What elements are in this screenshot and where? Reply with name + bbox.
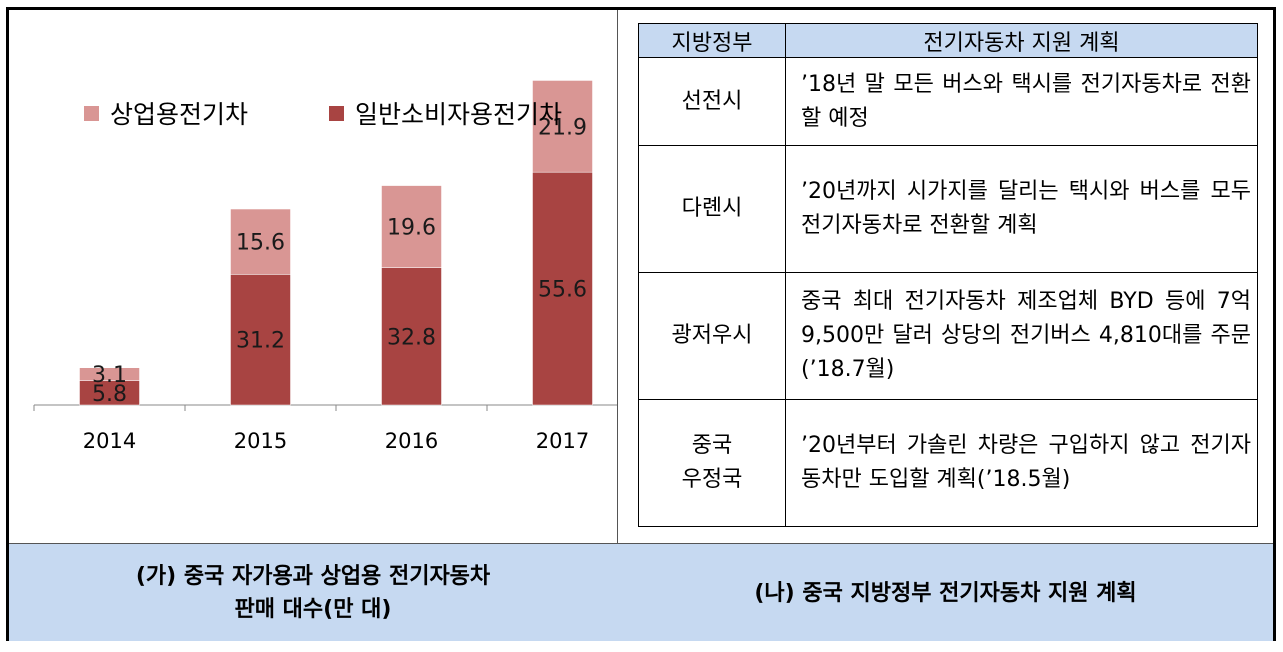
x-tick-label: 2016 xyxy=(385,429,438,453)
bar-commercial xyxy=(532,80,593,173)
table-row: 광저우시 중국 최대 전기자동차 제조업체 BYD 등에 7억 9,500만 달… xyxy=(638,272,1258,400)
table-row: 선전시 ’18년 말 모든 버스와 택시를 전기자동차로 전환할 예정 xyxy=(638,57,1258,146)
x-tick-label: 2017 xyxy=(536,429,589,453)
figure-frame: 5.8 3.1 2014 31.2 15.6 2015 32.8 19.6 2016 55.6 21… xyxy=(6,7,1276,641)
city-cell: 다롄시 xyxy=(638,145,786,273)
table-row: 다롄시 ’20년까지 시가지를 달리는 택시와 버스를 모두 전기자동차로 전환… xyxy=(638,145,1258,273)
bar-private xyxy=(79,380,140,406)
city-name: 중국 xyxy=(691,433,733,458)
caption-row: (가) 중국 자가용과 상업용 전기자동차 판매 대수(만 대) (나) 중국 … xyxy=(9,543,1273,641)
panel-divider xyxy=(617,10,618,638)
data-label: 3.1 xyxy=(92,363,127,388)
legend-swatch xyxy=(84,106,99,121)
plan-cell: ’20년까지 시가지를 달리는 택시와 버스를 모두 전기자동차로 전환할 계획 xyxy=(785,145,1258,273)
plan-cell: ’18년 말 모든 버스와 택시를 전기자동차로 전환할 예정 xyxy=(785,57,1258,146)
bar-commercial xyxy=(381,185,442,268)
x-tick-label: 2015 xyxy=(234,429,287,453)
bar-commercial xyxy=(79,367,140,381)
city-cell: 선전시 xyxy=(638,57,786,146)
table-header-row: 지방정부 전기자동차 지원 계획 xyxy=(638,23,1258,58)
legend-label: 상업용전기차 xyxy=(110,100,248,129)
stacked-bar-chart: 5.83.1 2014 31.2 15.6 2015 32.8 19.6 2016 55.6 21… xyxy=(33,80,617,453)
city-cell: 광저우시 xyxy=(638,272,786,400)
plan-cell: ’20년부터 가솔린 차량은 구입하지 않고 전기자동차만 도입할 계획(’18… xyxy=(785,399,1258,527)
legend-label: 일반소비자용전기차 xyxy=(355,100,562,129)
bar-private xyxy=(381,267,442,406)
city-cell: 중국 우정국 xyxy=(638,399,786,527)
left-caption: (가) 중국 자가용과 상업용 전기자동차 판매 대수(만 대) xyxy=(9,544,617,642)
data-label: 5.8 xyxy=(92,382,127,407)
support-plan-table: 지방정부 전기자동차 지원 계획 선전시 ’18년 말 모든 버스와 택시를 전… xyxy=(638,23,1258,527)
left-caption-line2: 판매 대수(만 대) xyxy=(234,597,392,622)
data-label: 19.6 xyxy=(387,216,436,241)
data-label: 32.8 xyxy=(387,325,436,350)
bar-private xyxy=(532,171,593,406)
right-caption: (나) 중국 지방정부 전기자동차 지원 계획 xyxy=(754,580,1137,606)
bar-commercial xyxy=(230,208,291,275)
data-label: 31.2 xyxy=(236,329,285,354)
header-government: 지방정부 xyxy=(638,23,786,58)
table-row: 중국 우정국 ’20년부터 가솔린 차량은 구입하지 않고 전기자동차만 도입할… xyxy=(638,399,1258,527)
city-name: 광저우시 xyxy=(671,323,753,348)
legend-swatch xyxy=(329,106,344,121)
x-tick-label: 2014 xyxy=(83,429,136,453)
data-label: 21.9 xyxy=(538,115,587,140)
bar-private xyxy=(230,274,291,406)
data-label: 55.6 xyxy=(538,278,587,303)
plan-cell: 중국 최대 전기자동차 제조업체 BYD 등에 7억 9,500만 달러 상당의… xyxy=(785,272,1258,400)
city-name: 다롄시 xyxy=(681,196,743,221)
left-caption-line1: (가) 중국 자가용과 상업용 전기자동차 xyxy=(135,564,491,589)
city-name: 선전시 xyxy=(681,88,743,114)
header-plan: 전기자동차 지원 계획 xyxy=(785,23,1258,58)
city-name-line2: 우정국 xyxy=(681,467,743,492)
data-label: 15.6 xyxy=(236,231,285,256)
